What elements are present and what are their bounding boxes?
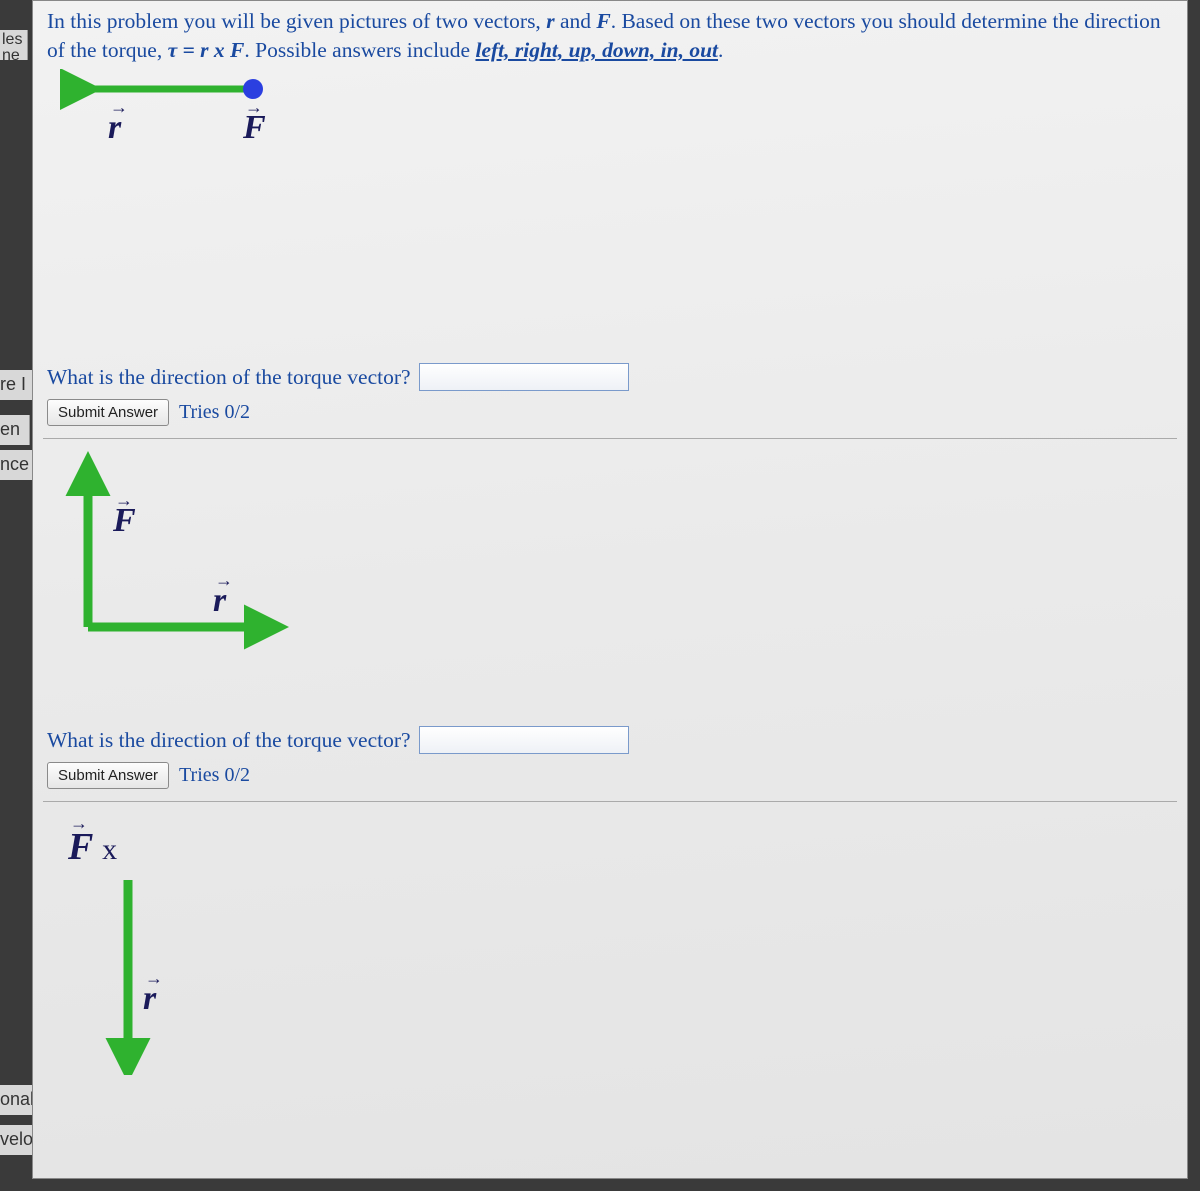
answer-input[interactable]: [419, 363, 629, 391]
question-2: What is the direction of the torque vect…: [43, 722, 1177, 758]
sidebar-fragment: re I: [0, 370, 34, 400]
separator: [43, 438, 1177, 439]
problem-content: In this problem you will be given pictur…: [32, 0, 1188, 1179]
question-text: What is the direction of the torque vect…: [47, 365, 411, 390]
sidebar-fragment: les ne: [0, 30, 28, 60]
submit-row-2: Submit Answer Tries 0/2: [43, 758, 1177, 799]
submit-button[interactable]: Submit Answer: [47, 399, 169, 426]
question-text: What is the direction of the torque vect…: [47, 728, 411, 753]
separator: [43, 801, 1177, 802]
submit-button[interactable]: Submit Answer: [47, 762, 169, 789]
fx-label: → F x: [68, 825, 117, 869]
r-label: → r: [143, 980, 156, 1018]
figure-3: → F x → r: [43, 810, 1177, 1075]
tries-text: Tries 0/2: [179, 401, 250, 424]
f-dot-icon: [243, 79, 263, 99]
question-1: What is the direction of the torque vect…: [43, 359, 1177, 395]
sidebar-fragment: nce: [0, 450, 34, 480]
answer-input[interactable]: [419, 726, 629, 754]
vector-svg: [43, 447, 313, 657]
tries-text: Tries 0/2: [179, 764, 250, 787]
f-label: → F: [243, 109, 266, 147]
r-label: → r: [213, 582, 226, 620]
f-label: → F: [113, 502, 136, 540]
figure-1: → r → F: [43, 69, 1177, 359]
r-label: → r: [108, 109, 121, 147]
submit-row-1: Submit Answer Tries 0/2: [43, 395, 1177, 436]
sidebar-fragment: en: [0, 415, 30, 445]
figure-2: → F → r: [43, 447, 1177, 722]
sidebar-text: les: [2, 32, 25, 48]
sidebar-text: ne: [2, 48, 25, 64]
problem-intro: In this problem you will be given pictur…: [43, 5, 1177, 69]
